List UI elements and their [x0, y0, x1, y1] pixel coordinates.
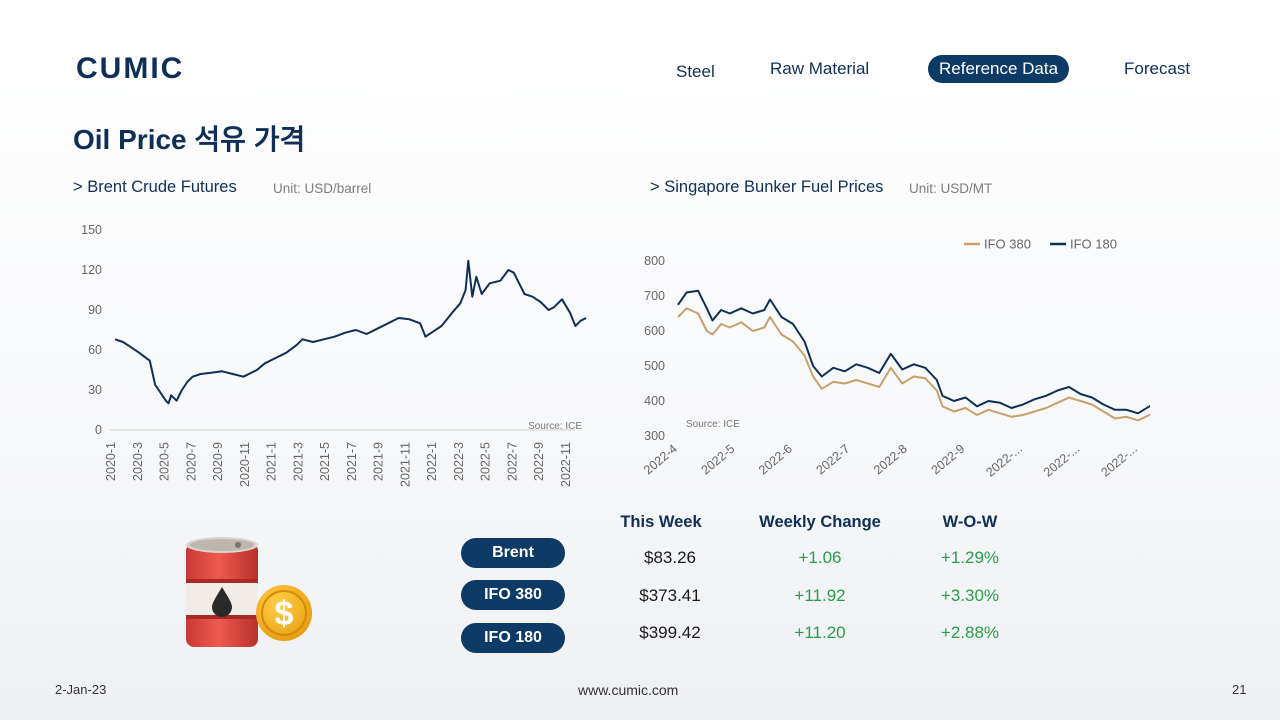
brent-unit: Unit: USD/barrel: [273, 181, 372, 196]
x-tick-label: 2020-9: [211, 442, 225, 481]
legend-label: IFO 180: [1070, 237, 1117, 252]
x-tick-label: 2021-5: [318, 442, 332, 481]
series-line-ifo-180: [677, 289, 1150, 415]
x-tick-label: 2021-1: [265, 442, 279, 481]
footer-website[interactable]: www.cumic.com: [578, 682, 679, 698]
series-line-0: [114, 259, 587, 405]
x-tick-label: 2022-8: [871, 442, 910, 478]
x-tick-label: 2022-...: [1041, 442, 1082, 480]
brent-price: $83.26: [644, 548, 696, 567]
y-tick-label: 0: [95, 423, 102, 437]
oil-barrel-icon: $: [186, 537, 312, 647]
row-label-ifo180: IFO 180: [461, 623, 565, 653]
bunker-chart: Source: ICE 300 400 500 600 700 800 2022-4 2022…: [641, 237, 1150, 480]
x-tick-label: 2021-7: [345, 442, 359, 481]
ifo380-wow: +3.30%: [940, 586, 1000, 605]
nav-reference-data[interactable]: Reference Data: [928, 55, 1070, 83]
x-tick-label: 2022-3: [452, 442, 466, 481]
x-tick-label: 2022-...: [1098, 442, 1139, 480]
ifo380-change: +11.92: [794, 586, 846, 605]
x-tick-label: 2022-5: [479, 442, 493, 481]
legend-label: IFO 380: [984, 237, 1031, 252]
col-header-weekly-change: Weekly Change: [759, 513, 881, 531]
nav-steel[interactable]: Steel: [676, 62, 715, 81]
brent-chart: Source: ICE 0 30 60 90 120 150 2020-1 2020-3 202…: [81, 223, 587, 487]
nav-forecast[interactable]: Forecast: [1124, 59, 1191, 78]
brent-wow: +1.29%: [940, 548, 1000, 567]
y-tick-label: 300: [644, 429, 665, 443]
x-tick-label: 2021-11: [398, 442, 412, 487]
brent-chart-title: > Brent Crude Futures: [73, 178, 237, 196]
x-tick-label: 2021-3: [291, 442, 305, 481]
logo-text: CUMIC: [76, 53, 184, 83]
y-tick-label: 90: [88, 303, 102, 317]
brent-change: +1.06: [798, 548, 842, 567]
x-tick-label: 2021-9: [372, 442, 386, 481]
nav-raw-material[interactable]: Raw Material: [770, 59, 870, 78]
y-tick-label: 600: [644, 324, 665, 338]
x-tick-label: 2020-5: [158, 442, 172, 481]
ifo180-wow: +2.88%: [940, 623, 1000, 642]
x-tick-label: 2020-1: [104, 442, 118, 481]
x-tick-label: 2022-5: [699, 442, 738, 478]
ifo380-price: $373.41: [639, 586, 701, 605]
svg-text:$: $: [275, 595, 294, 633]
y-tick-label: 800: [644, 254, 665, 268]
row-label-ifo380: IFO 380: [461, 580, 565, 610]
x-tick-label: 2022-7: [814, 442, 853, 478]
x-tick-label: 2022-1: [425, 442, 439, 481]
x-tick-label: 2020-11: [238, 442, 252, 487]
col-header-this-week: This Week: [620, 513, 702, 531]
y-tick-label: 30: [88, 383, 102, 397]
row-label-brent: Brent: [461, 538, 565, 568]
page-title: Oil Price 석유 가격: [73, 124, 306, 155]
y-tick-label: 150: [81, 223, 102, 237]
x-tick-label: 2022-9: [929, 442, 968, 478]
footer-date: 2-Jan-23: [55, 682, 107, 697]
x-tick-label: 2020-3: [131, 442, 145, 481]
bunker-source: Source: ICE: [686, 419, 740, 430]
ifo180-price: $399.42: [639, 623, 701, 642]
page-number: 21: [1232, 682, 1247, 697]
x-tick-label: 2022-...: [983, 442, 1024, 480]
ifo180-change: +11.20: [794, 623, 846, 642]
y-tick-label: 700: [644, 289, 665, 303]
x-tick-label: 2022-4: [641, 442, 680, 478]
y-tick-label: 120: [81, 263, 102, 277]
x-tick-label: 2022-7: [505, 442, 519, 481]
bunker-chart-title: > Singapore Bunker Fuel Prices: [650, 178, 884, 196]
x-tick-label: 2022-6: [756, 442, 795, 478]
y-tick-label: 60: [88, 343, 102, 357]
bunker-unit: Unit: USD/MT: [909, 181, 993, 196]
col-header-wow: W-O-W: [942, 513, 998, 531]
x-tick-label: 2022-9: [532, 442, 546, 481]
y-tick-label: 400: [644, 394, 665, 408]
series-line-ifo-380: [677, 307, 1150, 422]
cumic-logo: CUMIC: [76, 53, 184, 83]
x-tick-label: 2020-7: [184, 442, 198, 481]
brent-source: Source: ICE: [528, 421, 582, 432]
y-tick-label: 500: [644, 359, 665, 373]
x-tick-label: 2022-11: [559, 442, 573, 487]
